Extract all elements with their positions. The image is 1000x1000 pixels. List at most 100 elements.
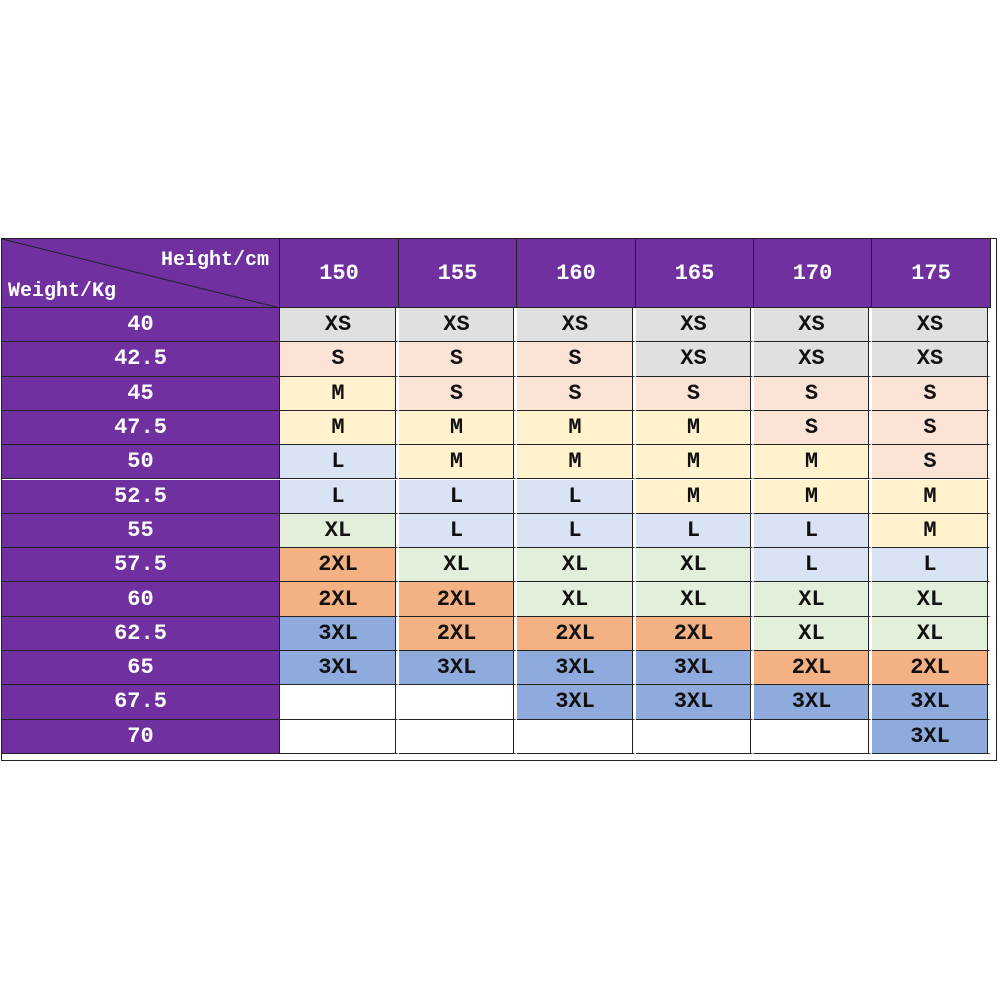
- size-cell: XS: [872, 342, 991, 377]
- size-cell: S: [636, 376, 754, 411]
- weight-header: 42.5: [2, 342, 280, 377]
- size-cell: M: [754, 479, 872, 514]
- size-cell: 3XL: [636, 685, 754, 720]
- height-header: 165: [636, 239, 754, 308]
- size-cell: XS: [754, 308, 872, 343]
- size-cell: M: [636, 410, 754, 446]
- weight-header: 60: [2, 582, 280, 617]
- size-cell: L: [754, 513, 872, 549]
- size-cell: XL: [872, 582, 991, 617]
- diagonal: [2, 239, 280, 308]
- weight-header: 62.5: [2, 616, 280, 651]
- size-cell: M: [399, 445, 517, 480]
- size-cell: L: [280, 479, 399, 514]
- size-cell: XL: [517, 548, 636, 583]
- size-cell: 3XL: [872, 719, 991, 754]
- size-cell: XL: [399, 548, 517, 583]
- height-header: 150: [280, 239, 399, 308]
- weight-header: 52.5: [2, 479, 280, 514]
- weight-header: 45: [2, 376, 280, 411]
- size-cell: 2XL: [280, 548, 399, 583]
- size-cell: [754, 719, 872, 754]
- height-header: 160: [517, 239, 636, 308]
- size-table: Height/cm Weight/Kg 150 155 160 165 170 175 40 XS…: [1, 238, 997, 761]
- size-cell: M: [636, 479, 754, 514]
- size-cell: [399, 719, 517, 754]
- size-cell: [399, 685, 517, 720]
- size-cell: XL: [636, 582, 754, 617]
- size-cell: M: [280, 410, 399, 446]
- size-cell: S: [517, 376, 636, 411]
- height-header: 170: [754, 239, 872, 308]
- size-cell: S: [280, 342, 399, 377]
- size-cell: 2XL: [280, 582, 399, 617]
- size-cell: XL: [872, 616, 991, 651]
- size-cell: XS: [280, 308, 399, 343]
- size-cell: S: [872, 376, 991, 411]
- size-cell: XL: [517, 582, 636, 617]
- size-cell: S: [754, 410, 872, 446]
- weight-header: 47.5: [2, 410, 280, 446]
- size-cell: M: [517, 410, 636, 446]
- size-cell: M: [754, 445, 872, 480]
- size-cell: XL: [754, 616, 872, 651]
- row-header-label: Weight/Kg: [8, 280, 117, 303]
- size-cell: 2XL: [517, 616, 636, 651]
- size-cell: [517, 719, 636, 754]
- size-cell: M: [399, 410, 517, 446]
- size-cell: XS: [872, 308, 991, 343]
- size-cell: 3XL: [280, 616, 399, 651]
- size-cell: 3XL: [517, 685, 636, 720]
- size-cell: 3XL: [872, 685, 991, 720]
- size-cell: L: [636, 513, 754, 549]
- size-cell: M: [280, 376, 399, 411]
- size-cell: XS: [636, 308, 754, 343]
- size-cell: 3XL: [517, 651, 636, 686]
- size-cell: [636, 719, 754, 754]
- size-cell: M: [636, 445, 754, 480]
- size-cell: XS: [399, 308, 517, 343]
- weight-header: 40: [2, 308, 280, 343]
- corner-cell: Height/cm Weight/Kg: [2, 239, 280, 308]
- size-cell: S: [872, 410, 991, 446]
- size-cell: XS: [754, 342, 872, 377]
- size-cell: M: [872, 513, 991, 549]
- column-header-label: Height/cm: [160, 249, 269, 272]
- size-cell: M: [517, 445, 636, 480]
- size-cell: L: [754, 548, 872, 583]
- weight-header: 70: [2, 719, 280, 754]
- weight-header: 55: [2, 513, 280, 549]
- size-cell: 2XL: [636, 616, 754, 651]
- weight-header: 50: [2, 445, 280, 480]
- size-cell: L: [280, 445, 399, 480]
- size-cell: S: [872, 445, 991, 480]
- size-cell: [280, 719, 399, 754]
- size-cell: 2XL: [754, 651, 872, 686]
- size-cell: S: [399, 376, 517, 411]
- weight-header: 57.5: [2, 548, 280, 583]
- size-cell: S: [517, 342, 636, 377]
- size-cell: 3XL: [399, 651, 517, 686]
- size-cell: 3XL: [754, 685, 872, 720]
- size-cell: XS: [636, 342, 754, 377]
- size-cell: L: [872, 548, 991, 583]
- size-cell: L: [517, 513, 636, 549]
- height-header: 155: [399, 239, 517, 308]
- size-cell: 2XL: [872, 651, 991, 686]
- size-cell: S: [399, 342, 517, 377]
- size-cell: 3XL: [636, 651, 754, 686]
- weight-header: 67.5: [2, 685, 280, 720]
- size-cell: [280, 685, 399, 720]
- size-cell: L: [517, 479, 636, 514]
- size-cell: XS: [517, 308, 636, 343]
- size-cell: 2XL: [399, 582, 517, 617]
- size-cell: XL: [754, 582, 872, 617]
- height-header: 175: [872, 239, 991, 308]
- size-cell: XL: [636, 548, 754, 583]
- size-cell: 2XL: [399, 616, 517, 651]
- weight-header: 65: [2, 651, 280, 686]
- size-cell: XL: [280, 513, 399, 549]
- size-cell: L: [399, 479, 517, 514]
- size-cell: L: [399, 513, 517, 549]
